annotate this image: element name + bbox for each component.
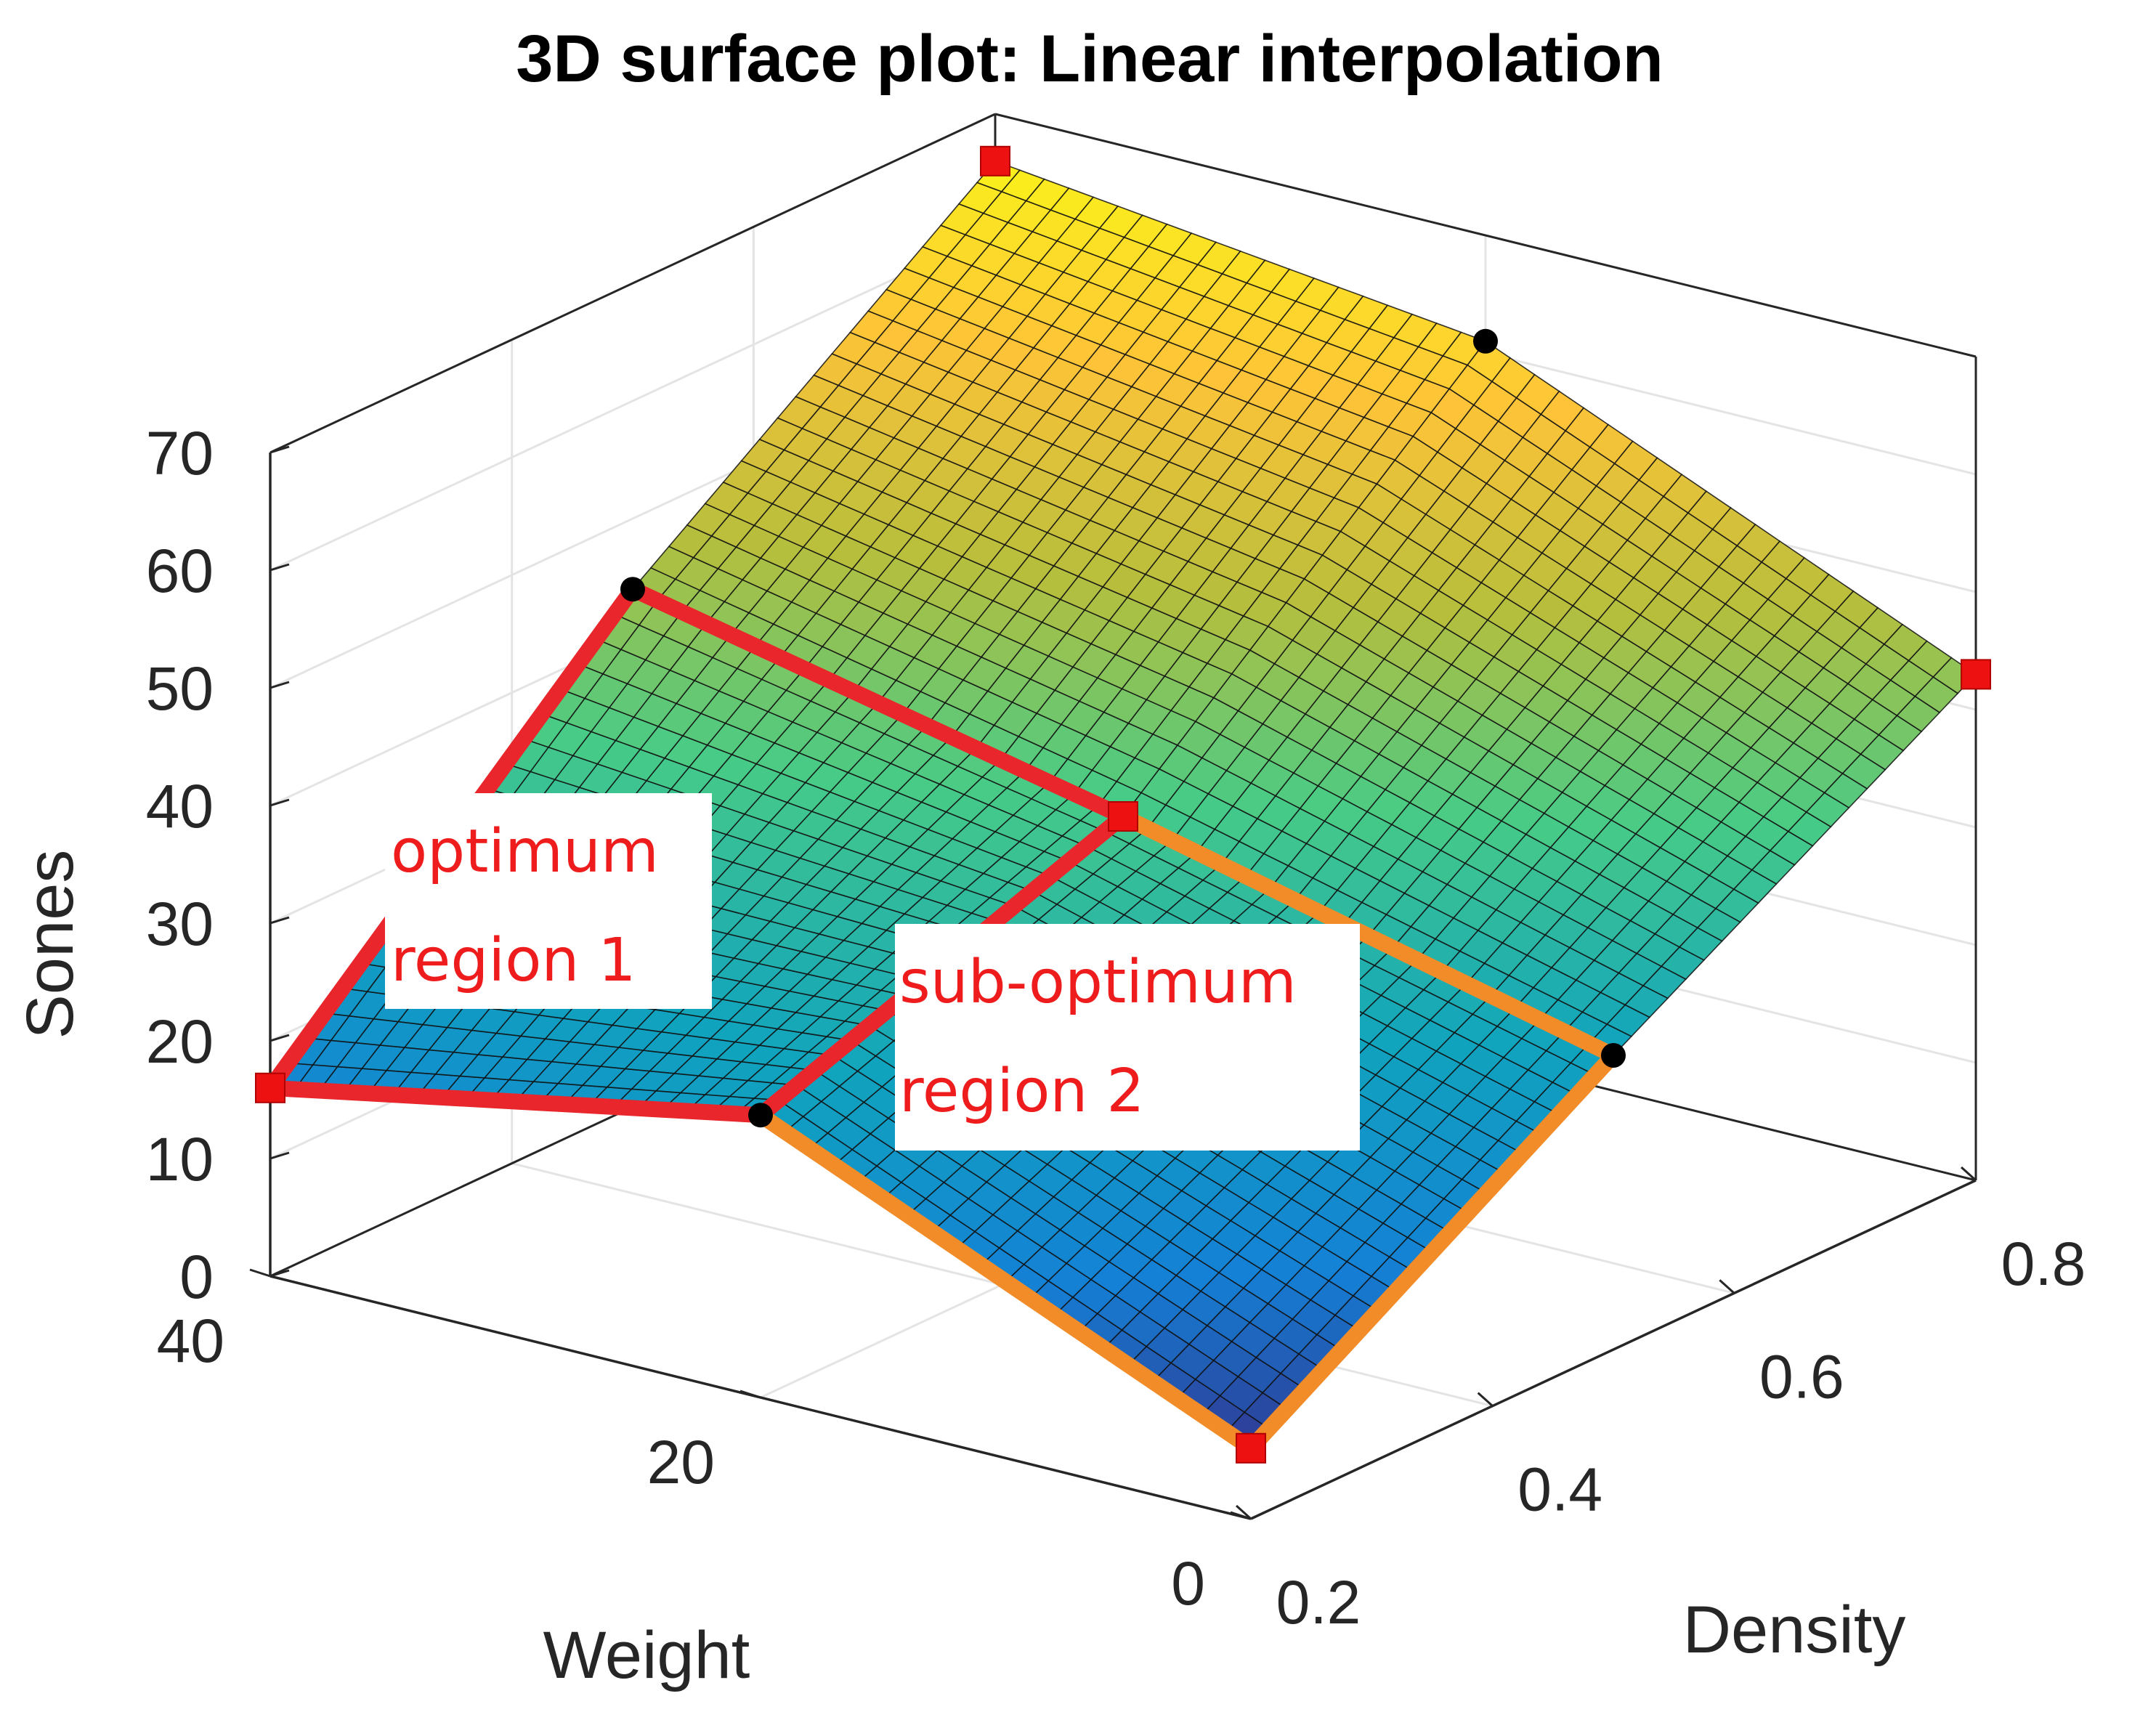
gridline-z — [270, 230, 996, 572]
z-tick-label: 70 — [146, 419, 214, 487]
z-tick-mark — [270, 563, 290, 572]
z-tick-label: 50 — [146, 654, 214, 723]
y-tick-mark — [1719, 1279, 1735, 1294]
z-tick-label: 40 — [146, 772, 214, 840]
data-point-red-square — [1961, 659, 1991, 690]
y-tick-label: 0.8 — [2001, 1230, 2086, 1298]
annotation-suboptimum-region: sub-optimum region 2 — [895, 924, 1360, 1151]
box-edge — [270, 113, 996, 454]
data-point-red-square — [1108, 801, 1138, 832]
x-tick-label: 0 — [1171, 1549, 1205, 1618]
annotation-suboptimum-box — [895, 924, 1360, 1151]
x-axis-label: Weight — [543, 1618, 750, 1692]
z-tick-label: 60 — [146, 537, 214, 605]
annotation-suboptimum-line2: region 2 — [899, 1057, 1145, 1126]
y-axis-label: Density — [1683, 1593, 1906, 1667]
y-tick-mark — [1235, 1504, 1252, 1520]
data-markers — [255, 145, 1991, 1464]
data-point-black-circle — [748, 1103, 773, 1128]
tick-labels: 0 10 20 30 40 50 60 70 0 20 40 0.2 0.4 0.6 0.8 — [146, 419, 2086, 1636]
annotation-optimum-box — [385, 793, 712, 1009]
data-point-red-square — [980, 145, 1010, 177]
y-tick-label: 0.6 — [1759, 1342, 1844, 1411]
y-tick-label: 0.2 — [1276, 1568, 1361, 1636]
z-tick-label: 10 — [146, 1125, 214, 1193]
z-tick-mark — [270, 798, 290, 807]
optimum-region-outline — [270, 1079, 761, 1124]
x-tick-label: 20 — [647, 1428, 715, 1496]
z-tick-mark — [270, 1151, 290, 1160]
y-tick-mark — [1960, 1166, 1977, 1182]
data-point-red-square — [255, 1072, 285, 1103]
y-tick-label: 0.4 — [1517, 1456, 1602, 1524]
annotation-optimum-region: optimum region 1 — [385, 793, 712, 1009]
box-edge — [994, 113, 1977, 358]
annotation-optimum-line2: region 1 — [391, 926, 636, 995]
z-tick-mark — [270, 681, 290, 689]
z-tick-label: 30 — [146, 890, 214, 958]
z-tick-mark — [270, 916, 290, 925]
chart-title: 3D surface plot: Linear interpolation — [516, 22, 1663, 96]
data-point-black-circle — [1601, 1043, 1626, 1068]
annotation-suboptimum-line1: sub-optimum — [899, 948, 1297, 1017]
z-tick-mark — [270, 1034, 290, 1042]
y-tick-mark — [1477, 1392, 1494, 1407]
x-tick-mark — [1230, 1511, 1252, 1520]
y-axis-line — [1250, 1179, 1977, 1520]
z-tick-label: 0 — [179, 1243, 214, 1311]
data-point-black-circle — [1473, 328, 1498, 354]
z-tick-label: 20 — [146, 1007, 214, 1076]
data-point-black-circle — [620, 577, 645, 602]
z-axis-label: Sones — [13, 850, 87, 1039]
data-point-red-square — [1236, 1432, 1266, 1464]
annotation-optimum-line1: optimum — [391, 817, 659, 886]
suboptimum-region-outline — [755, 809, 1621, 1456]
z-tick-mark — [270, 1269, 290, 1278]
z-tick-mark — [270, 445, 290, 454]
x-tick-label: 40 — [157, 1307, 224, 1375]
x-tick-mark — [249, 1268, 271, 1278]
x-tick-mark — [739, 1390, 761, 1399]
